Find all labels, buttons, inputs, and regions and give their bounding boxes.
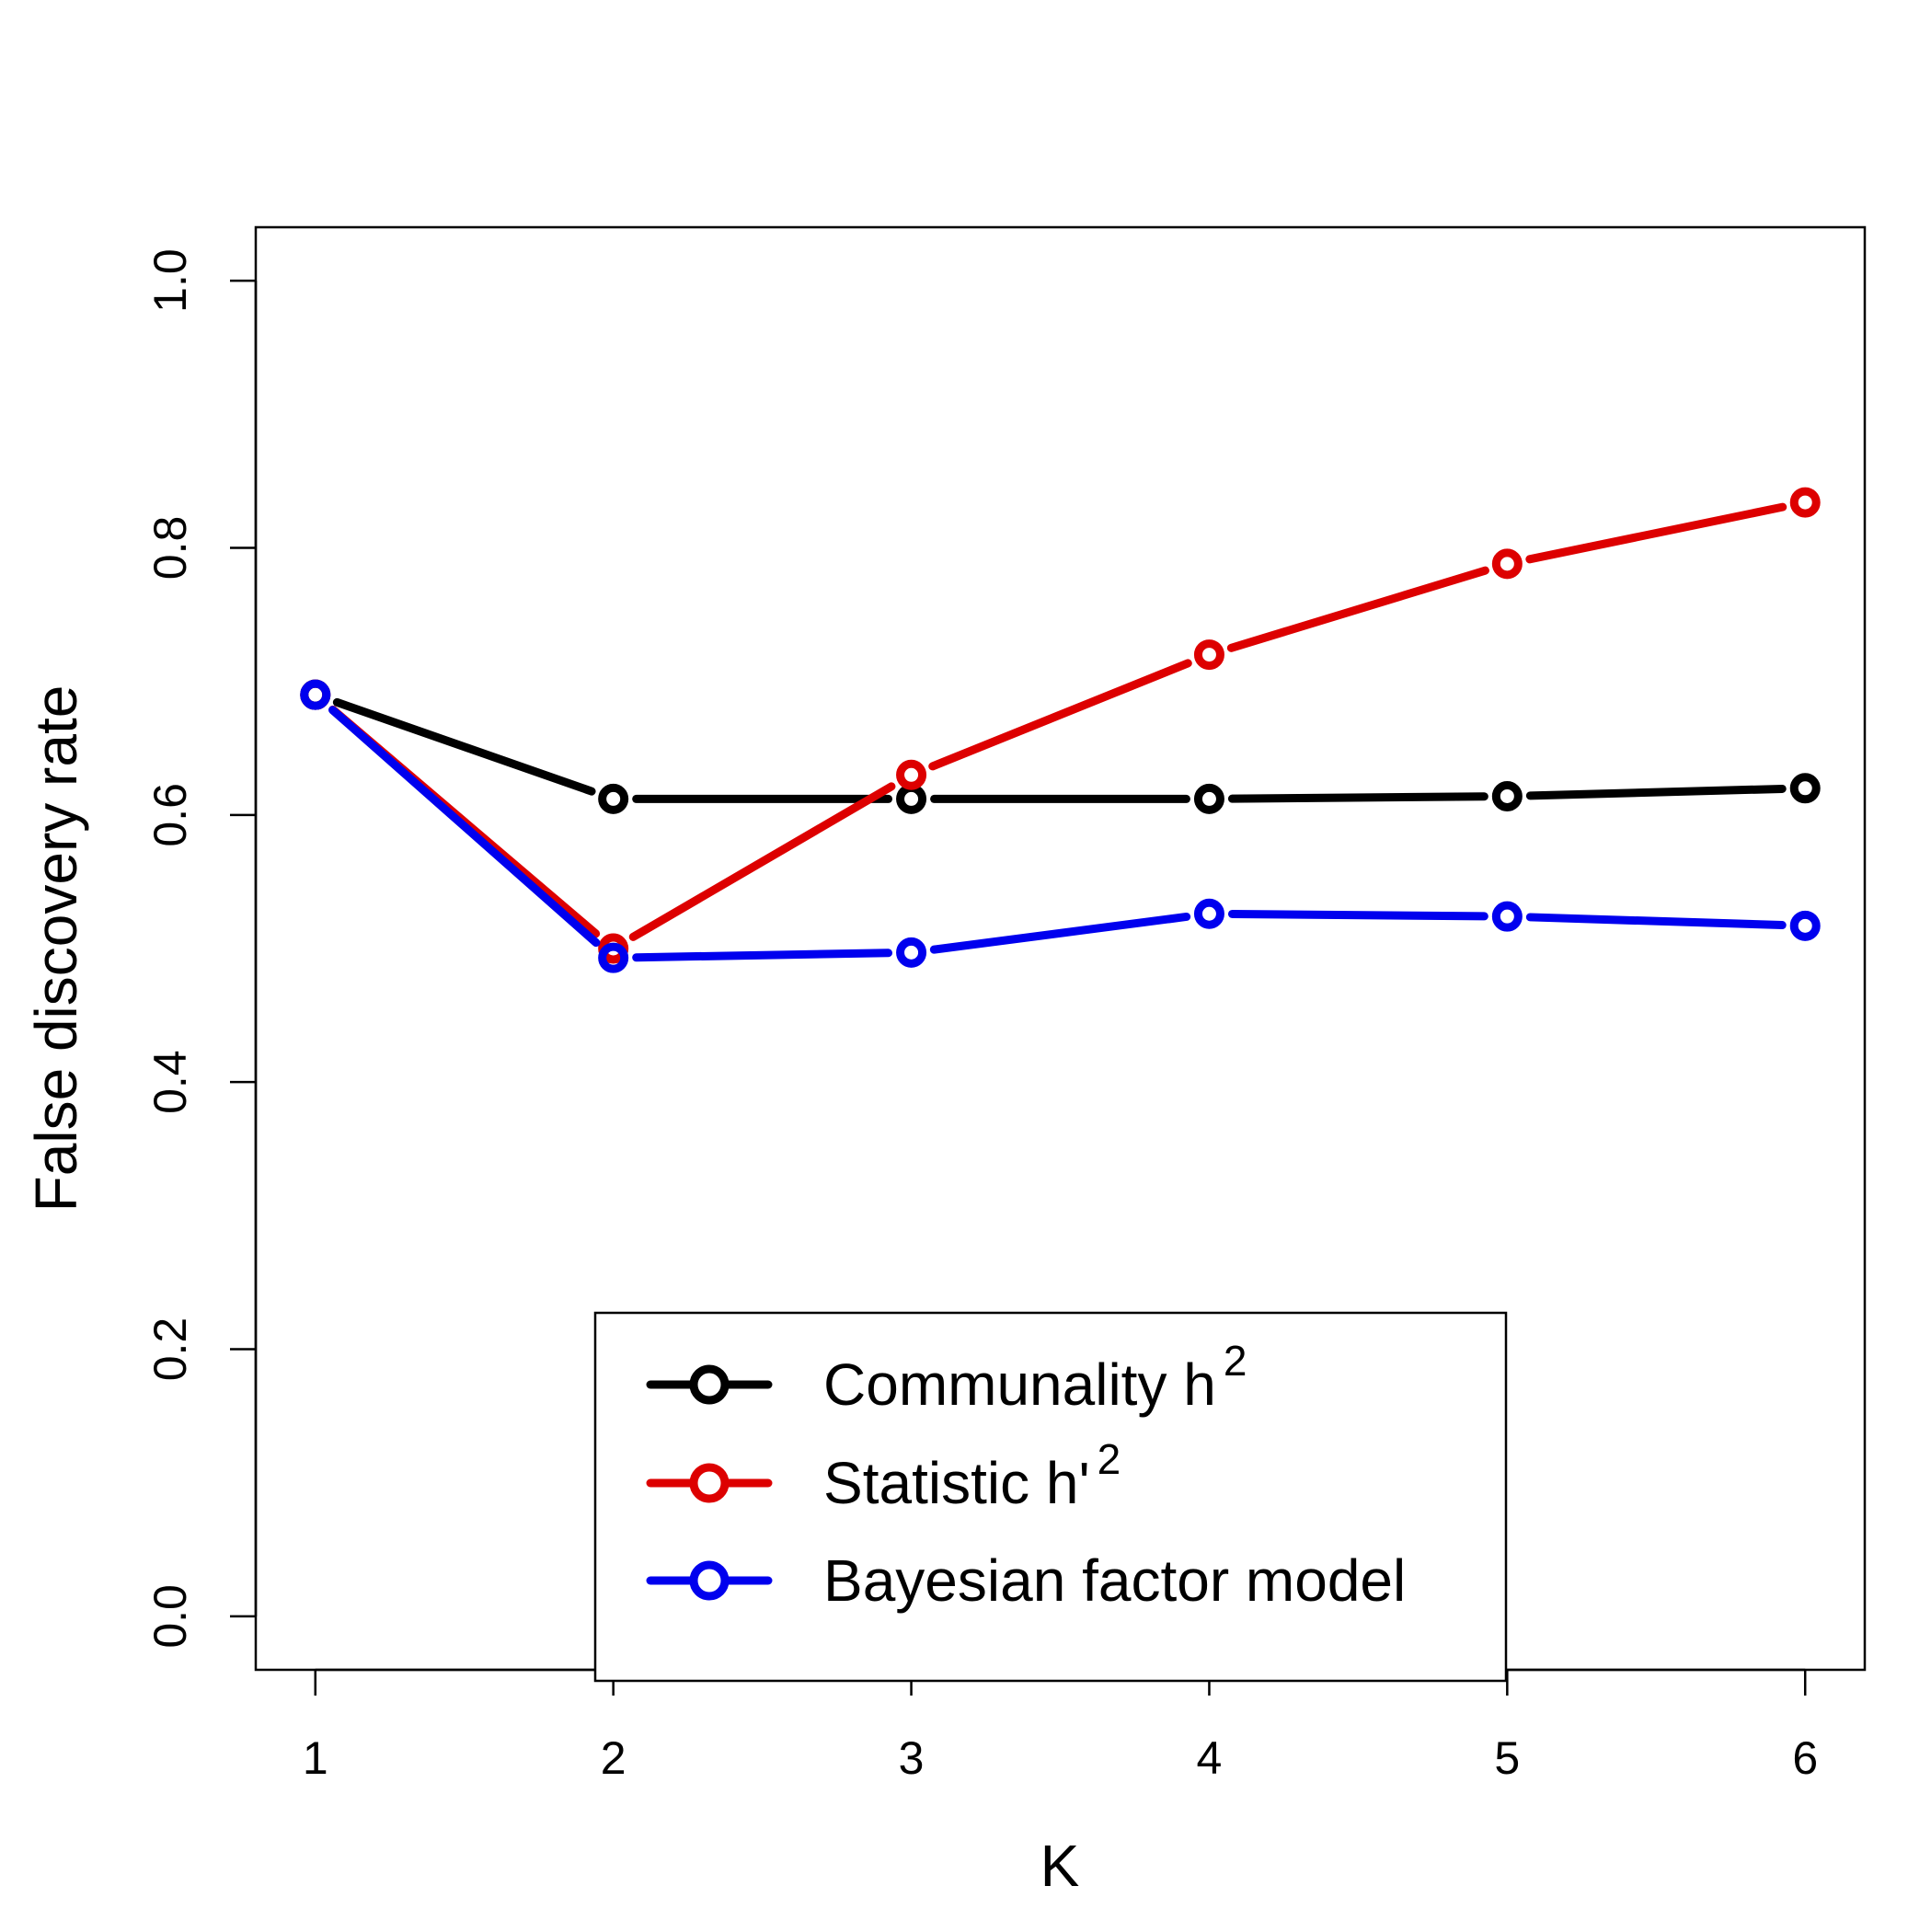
- series-1: [300, 679, 1821, 814]
- series-segment: [332, 697, 596, 796]
- series-segment: [1227, 909, 1488, 921]
- x-axis-title: K: [1040, 1833, 1080, 1899]
- data-point: [300, 679, 331, 710]
- data-point: [1789, 773, 1821, 804]
- data-point: [896, 937, 927, 968]
- series-3: [300, 679, 1821, 973]
- x-tick-label: 2: [601, 1732, 626, 1784]
- y-tick-label: 0.4: [144, 1050, 196, 1114]
- legend-label: Bayesian factor model: [823, 1547, 1406, 1614]
- data-point: [598, 783, 629, 814]
- series-segment: [632, 949, 893, 962]
- legend-marker: [689, 1560, 730, 1601]
- data-point: [1491, 901, 1523, 932]
- data-point: [1789, 487, 1821, 518]
- data-point: [1789, 910, 1821, 941]
- series-segment: [328, 706, 601, 948]
- data-point: [1193, 898, 1224, 929]
- series-segment: [1226, 566, 1489, 652]
- data-point: [1491, 780, 1523, 811]
- x-tick-label: 1: [303, 1732, 328, 1784]
- y-tick-label: 0.8: [144, 516, 196, 581]
- x-tick-label: 6: [1792, 1732, 1818, 1784]
- series-segment: [928, 659, 1192, 771]
- series-segment: [1525, 913, 1787, 930]
- series-segment: [1525, 784, 1787, 800]
- y-tick-label: 0.2: [144, 1317, 196, 1382]
- y-tick-label: 0.0: [144, 1584, 196, 1649]
- legend-marker: [689, 1463, 730, 1503]
- legend-marker: [689, 1364, 730, 1405]
- data-point: [1491, 548, 1523, 580]
- series-segment: [628, 782, 896, 941]
- x-axis: 1 2 3 4 5 6: [303, 1668, 1818, 1784]
- y-axis-title: False discovery rate: [23, 685, 89, 1213]
- data-point: [1193, 783, 1224, 814]
- legend-label: Statistic h' 2: [823, 1435, 1121, 1516]
- y-tick-label: 0.6: [144, 783, 196, 847]
- y-tick-label: 1.0: [144, 248, 196, 313]
- series-segment: [1227, 792, 1488, 803]
- data-point: [896, 783, 927, 814]
- x-tick-label: 5: [1494, 1732, 1520, 1784]
- legend-box: [593, 1311, 1508, 1683]
- data-point: [896, 759, 927, 790]
- data-point: [1193, 639, 1224, 671]
- series-segment: [1525, 502, 1787, 564]
- y-axis: 0.0 0.2 0.4 0.6 0.8 1.0: [144, 248, 258, 1649]
- series-segment: [929, 912, 1191, 954]
- series-layer: [300, 487, 1821, 973]
- x-tick-label: 3: [899, 1732, 925, 1784]
- x-tick-label: 4: [1197, 1732, 1223, 1784]
- data-point: [598, 942, 629, 973]
- legend: Communality h 2 Statistic h' 2 Bayesian fact…: [593, 1311, 1508, 1683]
